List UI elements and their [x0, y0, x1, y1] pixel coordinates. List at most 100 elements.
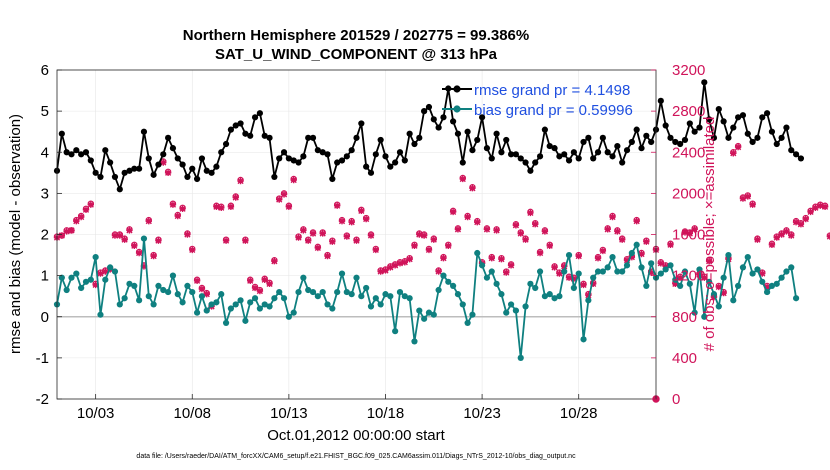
rmse-point: [165, 134, 172, 141]
y-left-tick-label: 3: [41, 185, 49, 202]
obs-assimilated-point: [474, 218, 481, 226]
bias-point: [681, 268, 689, 275]
bias-point: [58, 274, 65, 281]
y-left-tick-label: 1: [41, 268, 49, 285]
rmse-point: [237, 120, 244, 127]
obs-assimilated-point: [145, 217, 152, 225]
bias-point: [546, 291, 553, 298]
obs-assimilated-point: [203, 290, 210, 298]
rmse-point: [575, 155, 582, 162]
bias-point: [522, 303, 529, 310]
rmse-point: [271, 173, 278, 181]
obs-assimilated-point: [792, 218, 800, 226]
obs-assimilated-point: [585, 291, 592, 299]
obs-assimilated-point: [594, 254, 602, 262]
bias-point: [551, 295, 558, 302]
obs-assimilated-point: [261, 276, 268, 283]
obs-assimilated-point: [68, 227, 75, 234]
obs-assimilated-point: [193, 277, 201, 284]
rmse-point: [430, 116, 437, 123]
rmse-point: [691, 128, 698, 135]
rmse-point: [493, 130, 500, 137]
obs-assimilated-point: [300, 227, 307, 234]
obs-assimilated-point: [609, 213, 616, 221]
obs-assimilated-point: [778, 231, 785, 238]
rmse-point: [338, 157, 346, 164]
obs-assimilated-point: [541, 228, 549, 235]
legend-bias-label: bias grand pr = 0.59996: [474, 102, 633, 119]
bias-point: [686, 280, 693, 287]
bias-point: [411, 338, 418, 345]
obs-assimilated-point: [329, 238, 336, 245]
rmse-point: [213, 163, 220, 170]
bias-point: [87, 276, 94, 283]
obs-assimilated-point: [435, 268, 442, 275]
obs-assimilated-point: [401, 259, 409, 266]
bias-point: [725, 251, 732, 259]
bias-point: [343, 288, 350, 296]
rmse-point: [522, 159, 529, 166]
rmse-point: [701, 79, 708, 86]
obs-assimilated-point: [517, 230, 524, 237]
bias-point: [169, 272, 177, 279]
obs-assimilated-point: [536, 249, 544, 257]
y-right-tick-label: 3200: [672, 62, 705, 79]
bias-point: [198, 293, 206, 300]
bias-point: [97, 311, 104, 318]
obs-assimilated-point: [672, 280, 679, 288]
rmse-point: [498, 149, 505, 156]
rmse-point: [107, 159, 114, 166]
rmse-point: [116, 186, 123, 193]
obs-assimilated-point: [411, 242, 418, 250]
obs-assimilated-point: [58, 232, 66, 239]
rmse-point: [754, 134, 761, 141]
bias-point: [768, 282, 776, 290]
rmse-point: [536, 153, 544, 160]
y-right-axis-label: # of obs: o=possible; ×=assimilated: [701, 117, 718, 352]
y-left-tick-label: 2: [41, 227, 49, 244]
obs-series: [53, 142, 830, 403]
rmse-point: [764, 110, 771, 117]
obs-assimilated-point: [647, 269, 655, 276]
obs-assimilated-point: [416, 231, 423, 238]
bias-point: [536, 268, 544, 275]
rmse-point: [68, 151, 75, 158]
obs-assimilated-point: [730, 150, 737, 157]
rmse-point: [218, 149, 225, 156]
rmse-point: [314, 147, 321, 154]
rmse-point: [681, 136, 689, 144]
bias-point: [136, 297, 143, 304]
rmse-point: [242, 130, 249, 137]
y-left-axis-label: rmse and bias (model - observation): [7, 114, 24, 354]
obs-assimilated-point: [681, 229, 689, 236]
bias-point: [445, 278, 452, 285]
rmse-point: [150, 171, 157, 178]
rmse-point: [710, 134, 718, 141]
rmse-point: [198, 155, 206, 162]
bias-point: [68, 274, 75, 281]
rmse-point: [290, 157, 297, 164]
rmse-point: [319, 149, 326, 156]
rmse-point: [648, 138, 655, 146]
obs-assimilated-point: [575, 252, 582, 260]
bias-point: [662, 266, 669, 273]
obs-assimilated-point: [420, 232, 428, 239]
x-tick-label: 10/28: [560, 405, 598, 422]
bias-point: [469, 311, 476, 318]
bias-point: [773, 280, 780, 287]
bias-point: [507, 301, 515, 308]
bias-point: [271, 295, 278, 302]
obs-assimilated-point: [213, 203, 220, 210]
bias-point: [126, 280, 133, 287]
rmse-point: [193, 175, 201, 183]
obs-assimilated-point: [773, 234, 780, 241]
bias-point: [667, 262, 674, 269]
bias-point: [290, 309, 297, 316]
rmse-point: [730, 124, 737, 131]
obs-assimilated-point: [242, 237, 249, 244]
bias-point: [102, 276, 109, 283]
obs-assimilated-point: [367, 232, 375, 239]
rmse-point: [102, 147, 109, 154]
legend-rmse-label: rmse grand pr = 4.1498: [474, 82, 630, 99]
obs-assimilated-point: [309, 230, 317, 237]
